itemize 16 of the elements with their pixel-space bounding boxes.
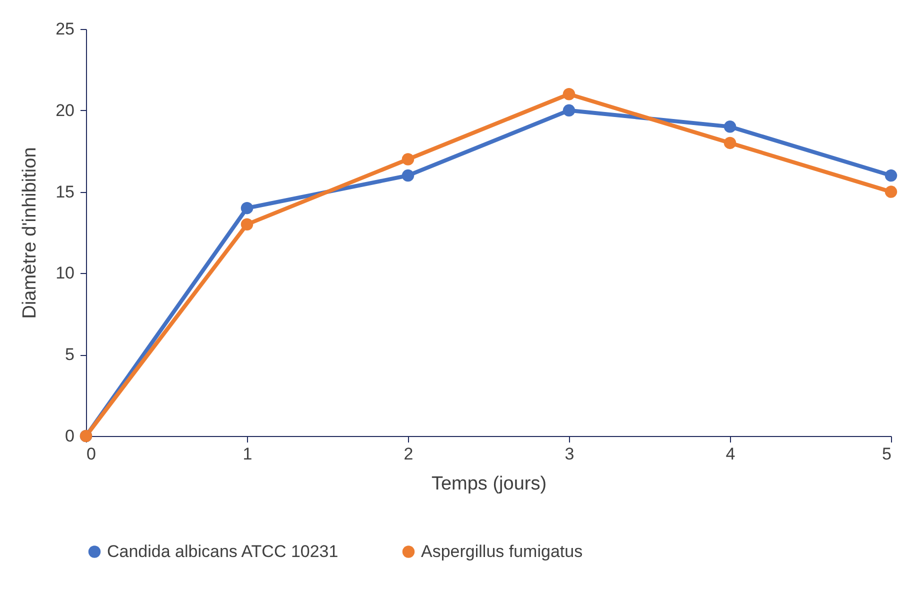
x-tick-label: 1 [242, 444, 252, 464]
x-tick-label: 5 [882, 444, 892, 464]
x-tick-label: 4 [726, 444, 736, 464]
x-tick-label: 2 [404, 444, 414, 464]
y-axis-title: Diamètre d'inhibition [20, 147, 41, 319]
legend-label: Aspergillus fumigatus [421, 542, 583, 561]
x-tick-label: 0 [86, 444, 96, 464]
y-tick-label: 10 [56, 264, 74, 283]
y-tick-label: 25 [56, 20, 74, 38]
y-tick-label: 5 [65, 345, 74, 364]
legend-label: Candida albicans ATCC 10231 [107, 542, 338, 561]
y-tick-label: 0 [65, 426, 74, 446]
x-axis-title: Temps (jours) [431, 474, 547, 494]
y-tick-label: 15 [56, 182, 74, 202]
x-tick-label: 3 [564, 444, 574, 464]
y-tick-label: 20 [56, 100, 74, 120]
